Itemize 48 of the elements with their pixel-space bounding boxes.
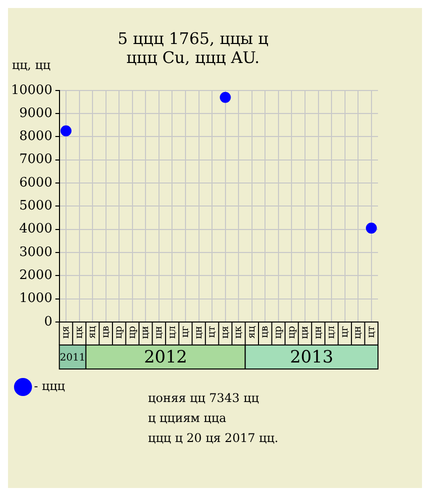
point bbox=[60, 125, 72, 136]
x-tick-label: ця bbox=[220, 326, 231, 339]
x-tick-label: яц bbox=[87, 325, 98, 339]
x-tick-label: цн bbox=[312, 326, 324, 340]
x-tick-label: цр bbox=[273, 326, 284, 339]
y-tick-label: 9000 bbox=[19, 106, 52, 121]
y-tick-label: 2000 bbox=[19, 268, 52, 283]
x-tick-label: цв bbox=[100, 326, 112, 338]
x-tick-label: цн bbox=[352, 326, 364, 340]
y-axis-title: цц, цц bbox=[12, 58, 50, 72]
y-tick-label: 0 bbox=[44, 314, 52, 330]
x-tick-label: цл bbox=[326, 326, 338, 339]
legend-label: - ццц bbox=[34, 379, 66, 394]
y-tick-label: 10000 bbox=[10, 82, 52, 98]
text: ц цциям цца bbox=[148, 410, 228, 427]
x-tick-label: цк bbox=[233, 325, 244, 339]
x-tick-label: цр bbox=[114, 326, 125, 339]
x-tick-label: цр bbox=[286, 326, 298, 339]
x-tick-label: цл bbox=[166, 326, 178, 339]
x-tick-label: ця bbox=[60, 326, 72, 339]
text: цоняя цц 7343 цц bbox=[148, 390, 260, 407]
text: 2012 bbox=[144, 347, 188, 368]
x-tick-label: цн bbox=[154, 326, 165, 340]
point bbox=[366, 222, 377, 234]
text: ццц ц 20 ця 2017 цц. bbox=[148, 430, 278, 447]
y-tick-label: 4000 bbox=[19, 222, 52, 237]
text: ццц Cu, ццц AU. bbox=[126, 48, 260, 67]
y-tick-label: 7000 bbox=[19, 152, 52, 168]
y-tick-label: 5000 bbox=[19, 198, 52, 214]
y-tick-label: 1000 bbox=[19, 291, 52, 306]
text: 5 ццц 1765, ццы ц bbox=[118, 28, 268, 48]
x-tick-label: цв bbox=[260, 326, 271, 338]
y-tick-label: 6000 bbox=[19, 175, 52, 190]
x-tick-label: цр bbox=[126, 326, 138, 339]
y-tick-label: 8000 bbox=[19, 129, 52, 144]
x-tick-label: цк bbox=[74, 325, 85, 339]
text: 2011 bbox=[60, 352, 86, 364]
text: 2013 bbox=[290, 347, 334, 368]
x-tick-label: цг bbox=[180, 326, 192, 338]
x-tick-label: ци bbox=[300, 326, 311, 340]
x-tick-label: цт bbox=[206, 325, 218, 338]
point bbox=[220, 92, 231, 103]
x-tick-label: цг bbox=[339, 326, 350, 338]
x-tick-label: яц bbox=[246, 325, 258, 339]
x-tick-label: цт bbox=[366, 325, 377, 338]
x-tick-label: ци bbox=[140, 326, 152, 340]
y-tick-label: 3000 bbox=[19, 244, 52, 260]
x-tick-label: цн bbox=[193, 326, 204, 340]
